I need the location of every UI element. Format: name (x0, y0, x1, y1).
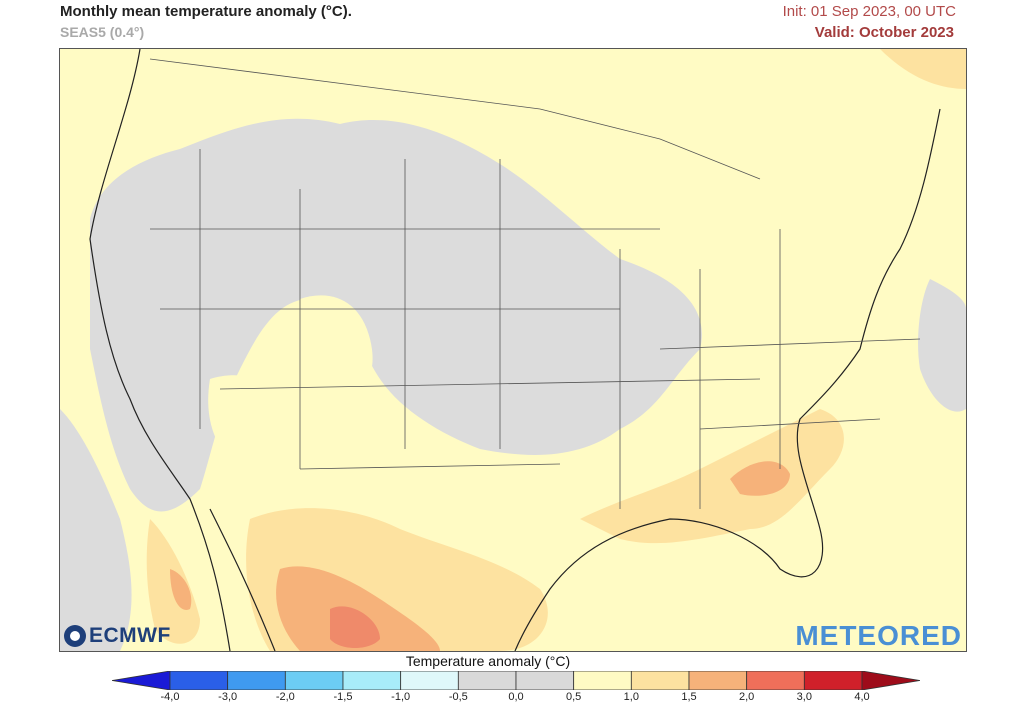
legend-swatch (400, 671, 459, 690)
legend-swatch (515, 671, 575, 690)
legend-swatch (746, 671, 805, 690)
legend-arrow-low (112, 671, 171, 690)
anomaly-map (59, 48, 967, 652)
legend-tick-label: -4,0 (160, 691, 180, 703)
legend-swatch (803, 671, 863, 690)
legend-tick-label: 0,5 (566, 691, 582, 703)
legend-arrow-high (861, 671, 920, 690)
legend-title: Temperature anomaly (°C) (405, 653, 571, 669)
legend-swatch (227, 671, 286, 690)
model-subtitle: SEAS5 (0.4°) (60, 24, 145, 40)
legend-tick-label: -2,0 (275, 691, 295, 703)
legend-swatch (688, 671, 748, 690)
color-legend (112, 671, 920, 690)
valid-time: Valid: October 2023 (814, 24, 954, 41)
legend-tick-label: 2,0 (739, 691, 755, 703)
legend-swatch (630, 671, 690, 690)
legend-tick-label: -1,5 (333, 691, 353, 703)
coastlines (89, 49, 941, 651)
legend-tick-label: 3,0 (796, 691, 812, 703)
map-title: Monthly mean temperature anomaly (°C). (60, 3, 352, 20)
init-time: Init: 01 Sep 2023, 00 UTC (782, 3, 956, 20)
legend-tick-label: 1,5 (681, 691, 697, 703)
legend-swatch (573, 671, 632, 690)
legend-swatch (342, 671, 402, 690)
meteored-logo: METEORED (795, 620, 962, 651)
ecmwf-ring-icon (64, 625, 86, 647)
ecmwf-logo-text: ECMWF (89, 624, 171, 647)
legend-swatch (169, 671, 229, 690)
legend-swatch (284, 671, 344, 690)
legend-tick-label: -3,0 (218, 691, 238, 703)
ecmwf-logo: ECMWF (64, 624, 171, 648)
neutral-anomaly-area (90, 118, 702, 512)
legend-swatch (457, 671, 517, 690)
legend-tick-label: 4,0 (854, 691, 870, 703)
state-borders (149, 58, 921, 509)
legend-tick-label: 0,0 (508, 691, 524, 703)
warm-anomaly-southeast (580, 409, 844, 544)
map-canvas (60, 49, 966, 651)
legend-tick-label: 1,0 (623, 691, 639, 703)
legend-tick-label: -1,0 (391, 691, 411, 703)
legend-tick-label: -0,5 (448, 691, 468, 703)
